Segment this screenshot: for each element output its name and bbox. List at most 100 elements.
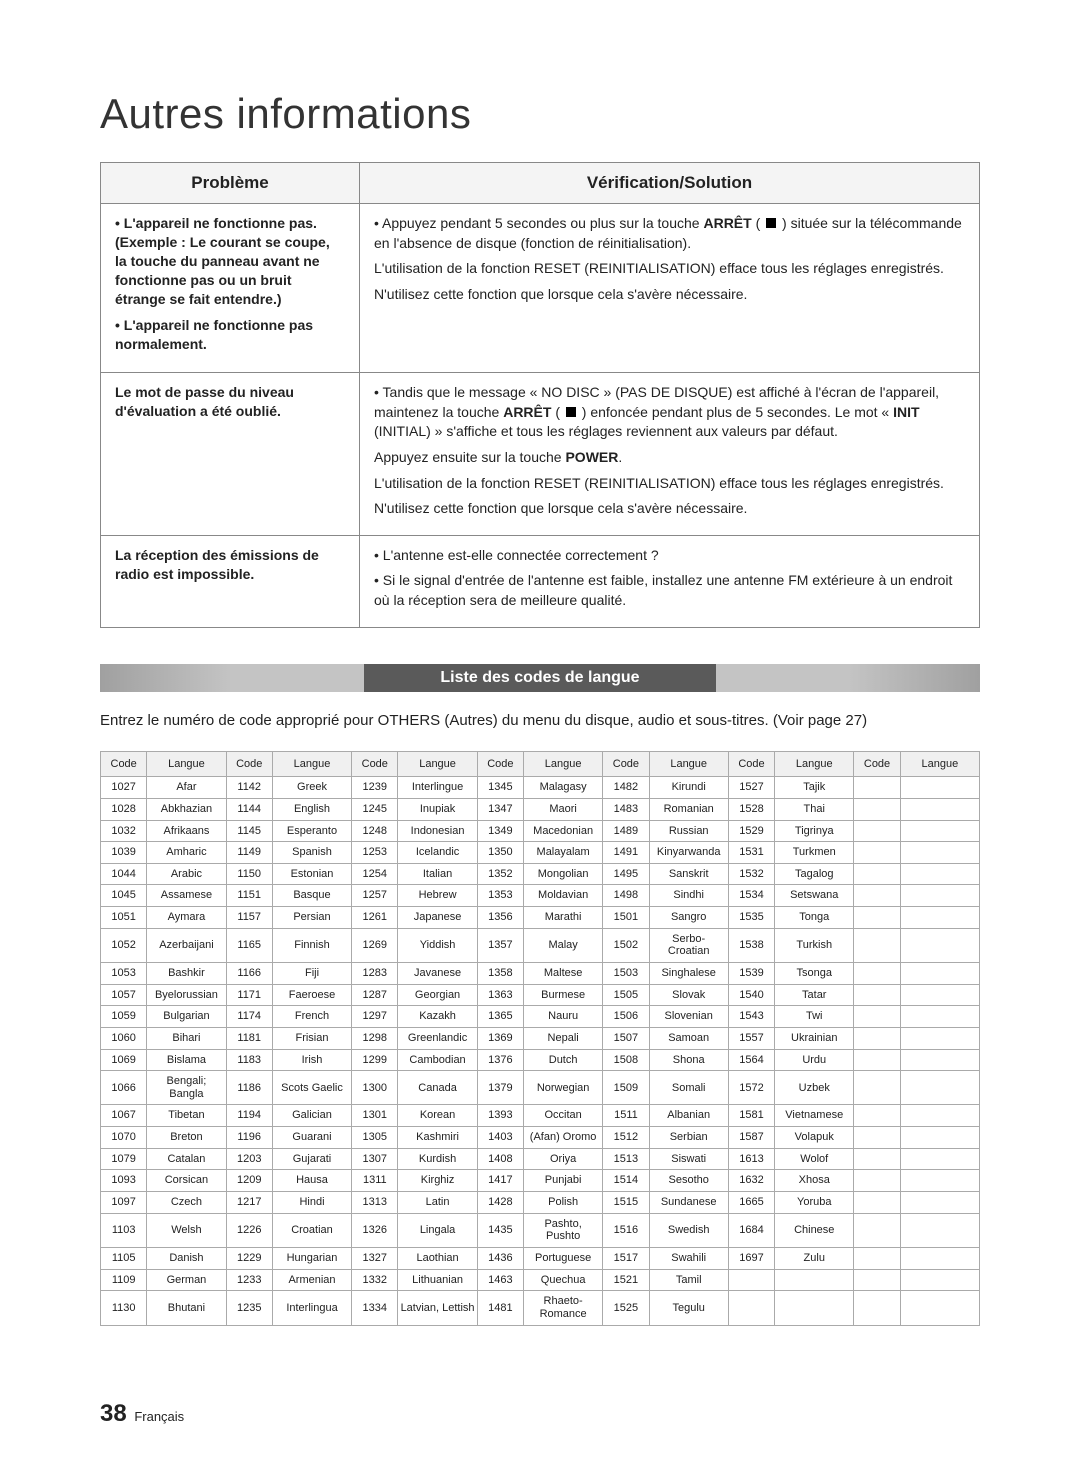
code-cell: 1298 (352, 1027, 398, 1049)
lang-cell: Cambodian (398, 1049, 477, 1071)
code-cell: 1365 (477, 1006, 523, 1028)
lang-cell: Armenian (272, 1269, 351, 1291)
codes-row: 1109German1233Armenian1332Lithuanian1463… (101, 1269, 980, 1291)
lang-cell: Burmese (524, 984, 603, 1006)
code-cell: 1235 (226, 1291, 272, 1325)
lang-cell (900, 928, 979, 962)
lang-cell: Uzbek (775, 1071, 854, 1105)
lang-cell: Setswana (775, 885, 854, 907)
lang-cell: Bashkir (147, 962, 226, 984)
lang-cell: Pashto, Pushto (524, 1213, 603, 1247)
code-cell: 1527 (728, 777, 774, 799)
code-cell: 1513 (603, 1148, 649, 1170)
lang-cell: Norwegian (524, 1071, 603, 1105)
lang-cell: French (272, 1006, 351, 1028)
code-cell: 1257 (352, 885, 398, 907)
codes-row: 1105Danish1229Hungarian1327Laothian1436P… (101, 1247, 980, 1269)
intro-text: Entrez le numéro de code approprié pour … (100, 712, 980, 729)
lang-cell (900, 1213, 979, 1247)
troubleshoot-row: La réception des émissions de radio est … (101, 535, 980, 627)
lang-cell: (Afan) Oromo (524, 1127, 603, 1149)
code-cell (854, 907, 900, 929)
lang-cell: Greek (272, 777, 351, 799)
code-cell: 1349 (477, 820, 523, 842)
lang-cell: Serbo-Croatian (649, 928, 728, 962)
th-lang: Langue (524, 751, 603, 777)
lang-cell: Hausa (272, 1170, 351, 1192)
code-cell (854, 1027, 900, 1049)
lang-cell (900, 984, 979, 1006)
lang-cell: Indonesian (398, 820, 477, 842)
code-cell: 1142 (226, 777, 272, 799)
lang-cell (775, 1269, 854, 1291)
code-cell: 1587 (728, 1127, 774, 1149)
code-cell (854, 885, 900, 907)
code-cell (728, 1291, 774, 1325)
code-cell: 1261 (352, 907, 398, 929)
lang-cell: Tsonga (775, 962, 854, 984)
th-lang: Langue (147, 751, 226, 777)
code-cell: 1299 (352, 1049, 398, 1071)
lang-cell: Tamil (649, 1269, 728, 1291)
code-cell: 1109 (101, 1269, 147, 1291)
lang-cell: Nauru (524, 1006, 603, 1028)
lang-cell: Assamese (147, 885, 226, 907)
lang-cell: Samoan (649, 1027, 728, 1049)
lang-cell: English (272, 798, 351, 820)
lang-cell: Turkmen (775, 842, 854, 864)
code-cell: 1311 (352, 1170, 398, 1192)
lang-cell: Breton (147, 1127, 226, 1149)
lang-cell: Siswati (649, 1148, 728, 1170)
stop-icon (766, 218, 776, 228)
code-cell (854, 984, 900, 1006)
code-cell: 1435 (477, 1213, 523, 1247)
code-cell: 1501 (603, 907, 649, 929)
lang-cell: Polish (524, 1192, 603, 1214)
code-cell: 1269 (352, 928, 398, 962)
codes-row: 1060Bihari1181Frisian1298Greenlandic1369… (101, 1027, 980, 1049)
code-cell: 1203 (226, 1148, 272, 1170)
code-cell: 1543 (728, 1006, 774, 1028)
code-cell: 1428 (477, 1192, 523, 1214)
code-cell: 1525 (603, 1291, 649, 1325)
lang-cell: Bislama (147, 1049, 226, 1071)
lang-cell: Yoruba (775, 1192, 854, 1214)
codes-row: 1079Catalan1203Gujarati1307Kurdish1408Or… (101, 1148, 980, 1170)
lang-cell: Ukrainian (775, 1027, 854, 1049)
lang-cell: Japanese (398, 907, 477, 929)
problem-text: • L'appareil ne fonctionne pas. (Exemple… (115, 214, 345, 308)
lang-cell: Portuguese (524, 1247, 603, 1269)
lang-cell: Interlingue (398, 777, 477, 799)
lang-cell: Korean (398, 1105, 477, 1127)
code-cell: 1057 (101, 984, 147, 1006)
lang-cell: Malagasy (524, 777, 603, 799)
lang-cell: Spanish (272, 842, 351, 864)
code-cell: 1529 (728, 820, 774, 842)
lang-cell: Kirghiz (398, 1170, 477, 1192)
lang-cell: Kirundi (649, 777, 728, 799)
code-cell: 1516 (603, 1213, 649, 1247)
lang-cell: Twi (775, 1006, 854, 1028)
lang-cell: Afrikaans (147, 820, 226, 842)
code-cell: 1353 (477, 885, 523, 907)
codes-row: 1093Corsican1209Hausa1311Kirghiz1417Punj… (101, 1170, 980, 1192)
lang-cell: Azerbaijani (147, 928, 226, 962)
lang-cell: Maori (524, 798, 603, 820)
th-lang: Langue (775, 751, 854, 777)
lang-cell (900, 907, 979, 929)
code-cell (854, 820, 900, 842)
lang-cell: Bulgarian (147, 1006, 226, 1028)
lang-cell: Kashmiri (398, 1127, 477, 1149)
code-cell: 1300 (352, 1071, 398, 1105)
code-cell: 1149 (226, 842, 272, 864)
solution-cell: • Tandis que le message « NO DISC » (PAS… (360, 373, 980, 536)
troubleshoot-row: • L'appareil ne fonctionne pas. (Exemple… (101, 204, 980, 373)
code-cell: 1613 (728, 1148, 774, 1170)
lang-cell: Slovak (649, 984, 728, 1006)
lang-cell: Latvian, Lettish (398, 1291, 477, 1325)
th-lang: Langue (649, 751, 728, 777)
lang-cell: Xhosa (775, 1170, 854, 1192)
solution-cell: • L'antenne est-elle connectée correctem… (360, 535, 980, 627)
lang-cell: Tibetan (147, 1105, 226, 1127)
code-cell: 1130 (101, 1291, 147, 1325)
